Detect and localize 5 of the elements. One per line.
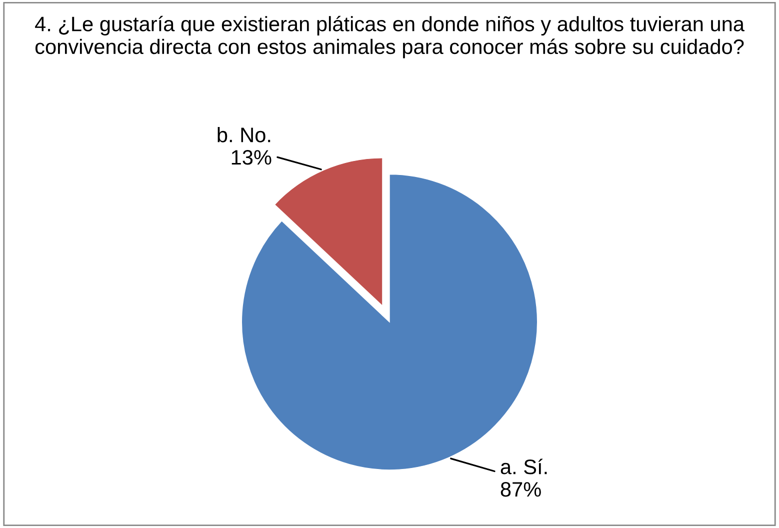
slice-label: a. Sí.	[500, 458, 547, 474]
data-label: 13%	[232, 150, 272, 165]
data-label: 87%	[500, 482, 541, 497]
slice-label: b. No.	[218, 127, 270, 142]
chart-title: 4. ¿Le gustaría que existieran pláticas en donde niños y adultos tuvieran una convivencia directa con estos animales para conocer más sobre su cuidado?	[35, 16, 744, 58]
